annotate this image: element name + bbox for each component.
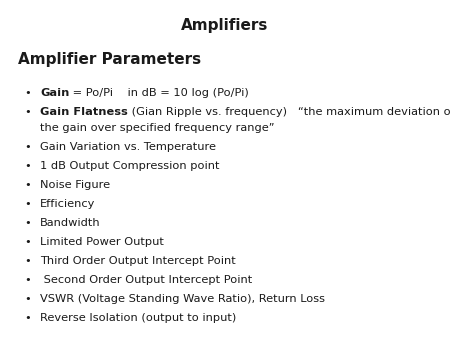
Text: Amplifier Parameters: Amplifier Parameters (18, 52, 201, 67)
Text: •: • (25, 199, 32, 209)
Text: Efficiency: Efficiency (40, 199, 95, 209)
Text: •: • (25, 313, 32, 323)
Text: Gain Flatness: Gain Flatness (40, 107, 128, 117)
Text: Gain Variation vs. Temperature: Gain Variation vs. Temperature (40, 142, 216, 152)
Text: •: • (25, 142, 32, 152)
Text: •: • (25, 88, 32, 98)
Text: •: • (25, 275, 32, 285)
Text: •: • (25, 107, 32, 117)
Text: the gain over specified frequency range”: the gain over specified frequency range” (40, 123, 274, 133)
Text: VSWR (Voltage Standing Wave Ratio), Return Loss: VSWR (Voltage Standing Wave Ratio), Retu… (40, 294, 325, 304)
Text: Second Order Output Intercept Point: Second Order Output Intercept Point (40, 275, 252, 285)
Text: (Gian Ripple vs. frequency)   “the maximum deviation of: (Gian Ripple vs. frequency) “the maximum… (128, 107, 450, 117)
Text: •: • (25, 256, 32, 266)
Text: Limited Power Output: Limited Power Output (40, 237, 164, 247)
Text: Gain: Gain (40, 88, 69, 98)
Text: •: • (25, 237, 32, 247)
Text: Noise Figure: Noise Figure (40, 180, 110, 190)
Text: Bandwidth: Bandwidth (40, 218, 101, 228)
Text: Third Order Output Intercept Point: Third Order Output Intercept Point (40, 256, 236, 266)
Text: •: • (25, 294, 32, 304)
Text: •: • (25, 218, 32, 228)
Text: = Po/Pi    in dB = 10 log (Po/Pi): = Po/Pi in dB = 10 log (Po/Pi) (69, 88, 249, 98)
Text: •: • (25, 161, 32, 171)
Text: Amplifiers: Amplifiers (181, 18, 269, 33)
Text: Reverse Isolation (output to input): Reverse Isolation (output to input) (40, 313, 236, 323)
Text: •: • (25, 180, 32, 190)
Text: 1 dB Output Compression point: 1 dB Output Compression point (40, 161, 220, 171)
